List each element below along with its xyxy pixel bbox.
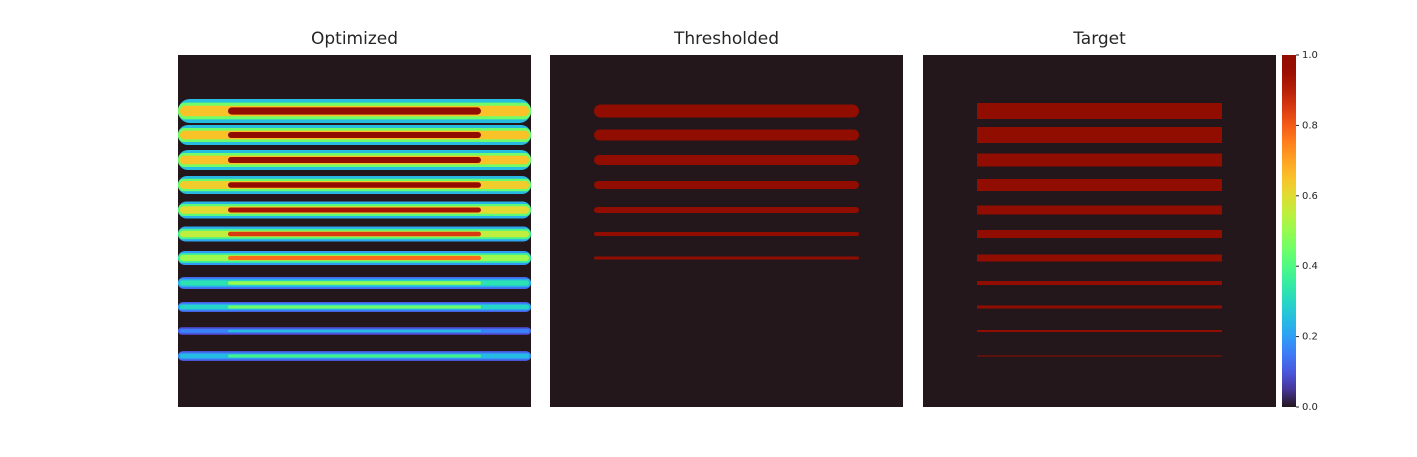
stripe (228, 182, 481, 188)
stripe (228, 255, 481, 261)
stripe (977, 127, 1222, 143)
stripe (228, 157, 481, 163)
stripe (594, 104, 859, 118)
stripe (228, 132, 481, 138)
panel-title: Thresholded (673, 29, 779, 49)
stripe (977, 179, 1222, 191)
colorbar-tick-label: 0.2 (1302, 332, 1318, 343)
stripe (228, 207, 481, 213)
stripe (594, 207, 859, 213)
stripe (977, 254, 1222, 262)
stripe (977, 103, 1222, 119)
stripe (977, 330, 1222, 332)
stripe (594, 232, 859, 236)
colorbar-tick-label: 0.0 (1302, 402, 1318, 413)
stripe (977, 305, 1222, 309)
colorbar-tick-label: 1.0 (1302, 50, 1318, 61)
stripe (228, 107, 481, 115)
stripe (228, 354, 481, 358)
stripe (594, 181, 859, 189)
stripe (594, 129, 859, 141)
stripe (228, 305, 481, 309)
stripe (228, 231, 481, 237)
stripe (977, 205, 1222, 215)
stripe (228, 329, 481, 333)
colorbar-tick-label: 0.6 (1302, 191, 1318, 202)
stripe (594, 155, 859, 165)
stripe (977, 153, 1222, 167)
colorbar-tick-label: 0.8 (1302, 120, 1318, 131)
stripe (977, 230, 1222, 238)
colorbar (1282, 55, 1296, 407)
panel-title: Optimized (311, 29, 398, 49)
panel-title: Target (1072, 29, 1126, 49)
stripe (228, 281, 481, 285)
stripe (594, 256, 859, 260)
stripe (977, 355, 1222, 357)
colorbar-tick-label: 0.4 (1302, 261, 1318, 272)
stripe (977, 281, 1222, 285)
